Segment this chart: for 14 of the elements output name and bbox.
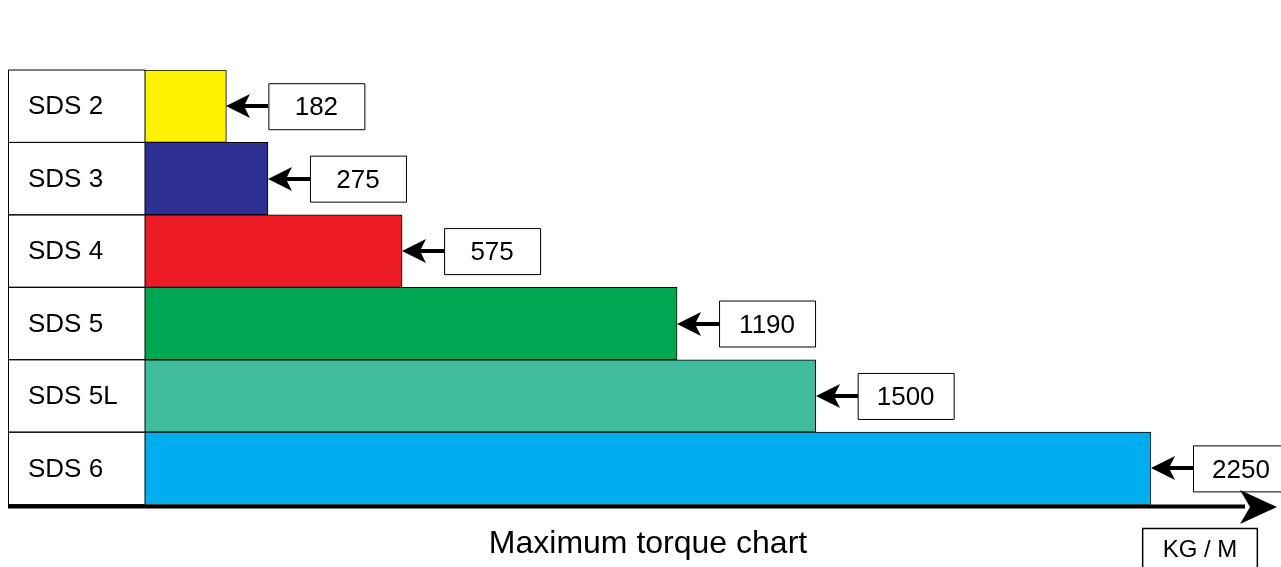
y-tick-label: SDS 5L bbox=[28, 380, 118, 411]
x-axis-title: KG / M bbox=[1162, 535, 1238, 563]
data-label: 1500 bbox=[876, 381, 935, 412]
y-tick-label: SDS 2 bbox=[28, 90, 104, 121]
text: Maximum torque chart bbox=[488, 523, 808, 560]
y-tick-label: SDS 3 bbox=[28, 162, 104, 193]
data-label: 575 bbox=[470, 236, 514, 267]
y-tick-label: SDS 6 bbox=[28, 452, 104, 483]
data-label: 1190 bbox=[739, 308, 796, 339]
data-label: 275 bbox=[336, 163, 380, 194]
data-label: 182 bbox=[294, 91, 339, 122]
y-tick-label: SDS 4 bbox=[28, 235, 104, 266]
y-tick-label: SDS 5 bbox=[28, 307, 104, 338]
data-label: 2250 bbox=[1212, 453, 1270, 484]
